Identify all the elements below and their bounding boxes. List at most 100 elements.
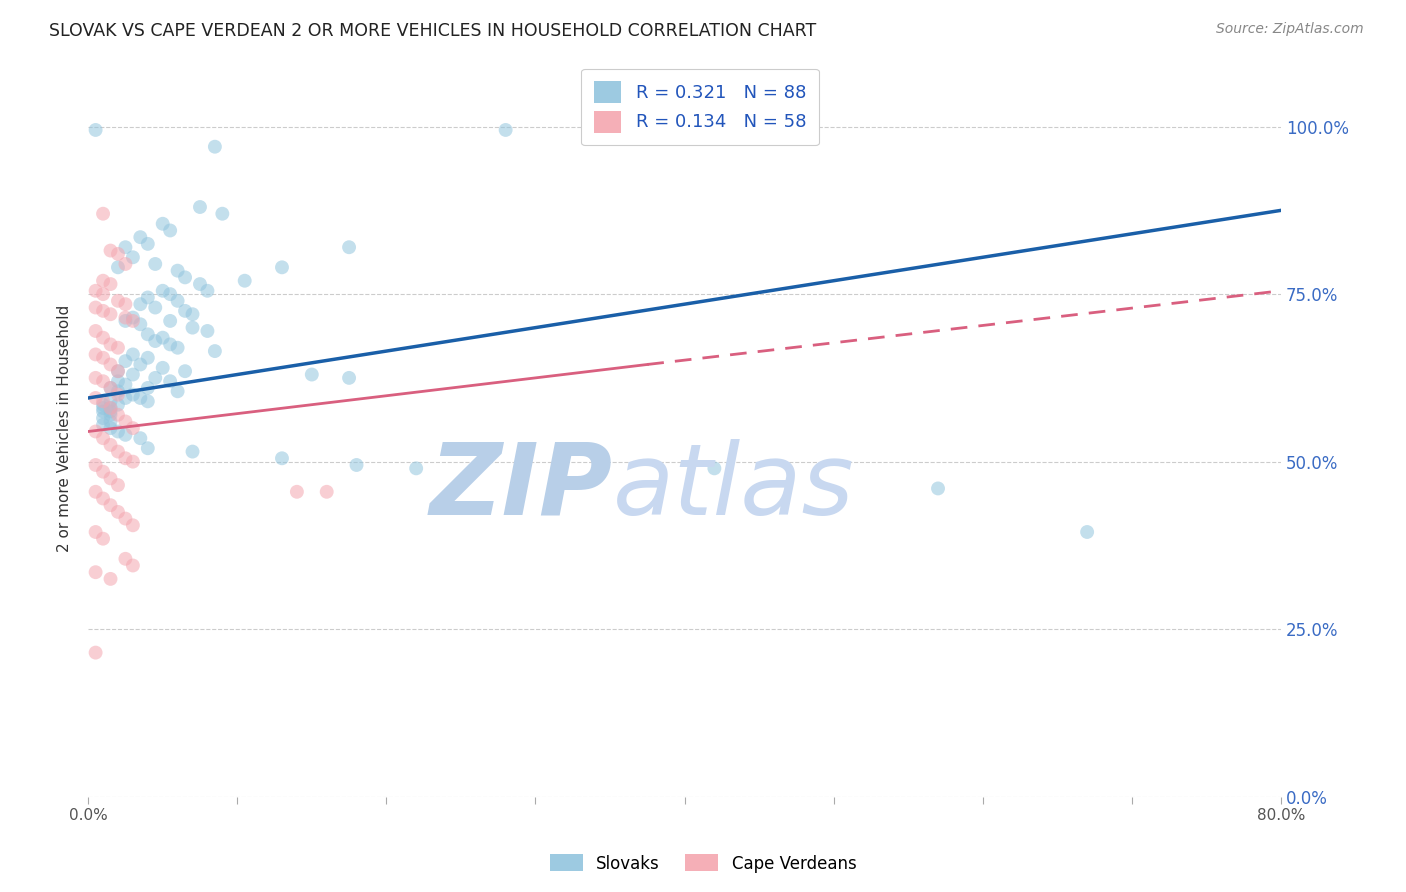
Point	[91, 491, 114, 506]
Point	[100, 572, 122, 586]
Text: Source: ZipAtlas.com: Source: ZipAtlas.com	[1216, 22, 1364, 37]
Point	[143, 334, 166, 348]
Point	[129, 318, 152, 332]
Point	[136, 327, 159, 342]
Point	[100, 408, 122, 422]
Point	[181, 307, 204, 321]
Point	[122, 250, 145, 264]
Point	[114, 391, 136, 405]
Point	[703, 461, 725, 475]
Point	[197, 284, 219, 298]
Point	[114, 314, 136, 328]
Point	[114, 377, 136, 392]
Point	[122, 421, 145, 435]
Point	[114, 257, 136, 271]
Point	[107, 398, 129, 412]
Point	[152, 217, 174, 231]
Point	[114, 310, 136, 325]
Point	[100, 401, 122, 415]
Point	[271, 260, 294, 275]
Text: ZIP: ZIP	[430, 439, 613, 535]
Point	[84, 646, 107, 660]
Point	[136, 381, 159, 395]
Point	[100, 381, 122, 395]
Point	[91, 465, 114, 479]
Point	[129, 230, 152, 244]
Point	[129, 391, 152, 405]
Point	[143, 371, 166, 385]
Point	[166, 384, 188, 399]
Point	[91, 401, 114, 415]
Point	[495, 123, 517, 137]
Point	[107, 384, 129, 399]
Point	[84, 123, 107, 137]
Point	[107, 387, 129, 401]
Point	[188, 200, 211, 214]
Point	[152, 360, 174, 375]
Point	[84, 284, 107, 298]
Point	[84, 524, 107, 539]
Point	[122, 518, 145, 533]
Point	[100, 404, 122, 418]
Point	[159, 374, 181, 388]
Point	[174, 304, 197, 318]
Point	[346, 458, 368, 472]
Point	[114, 354, 136, 368]
Point	[129, 431, 152, 445]
Point	[174, 270, 197, 285]
Point	[107, 444, 129, 458]
Point	[204, 344, 226, 359]
Point	[91, 417, 114, 432]
Point	[204, 139, 226, 153]
Point	[122, 347, 145, 361]
Point	[91, 404, 114, 418]
Point	[100, 381, 122, 395]
Point	[136, 394, 159, 409]
Point	[159, 337, 181, 351]
Legend: R = 0.321   N = 88, R = 0.134   N = 58: R = 0.321 N = 88, R = 0.134 N = 58	[581, 69, 818, 145]
Point	[114, 240, 136, 254]
Point	[91, 394, 114, 409]
Point	[315, 484, 337, 499]
Point	[84, 324, 107, 338]
Point	[91, 331, 114, 345]
Point	[100, 414, 122, 428]
Point	[84, 371, 107, 385]
Point	[107, 247, 129, 261]
Point	[122, 387, 145, 401]
Point	[136, 351, 159, 365]
Point	[84, 425, 107, 439]
Text: SLOVAK VS CAPE VERDEAN 2 OR MORE VEHICLES IN HOUSEHOLD CORRELATION CHART: SLOVAK VS CAPE VERDEAN 2 OR MORE VEHICLE…	[49, 22, 817, 40]
Point	[337, 240, 360, 254]
Point	[152, 284, 174, 298]
Text: atlas: atlas	[613, 439, 855, 535]
Point	[91, 207, 114, 221]
Point	[107, 260, 129, 275]
Point	[285, 484, 308, 499]
Point	[337, 371, 360, 385]
Point	[107, 425, 129, 439]
Point	[114, 451, 136, 466]
Point	[122, 558, 145, 573]
Point	[84, 458, 107, 472]
Point	[107, 341, 129, 355]
Point	[100, 244, 122, 258]
Point	[91, 274, 114, 288]
Point	[271, 451, 294, 466]
Point	[84, 347, 107, 361]
Point	[114, 427, 136, 442]
Point	[143, 257, 166, 271]
Point	[152, 331, 174, 345]
Point	[107, 505, 129, 519]
Point	[91, 287, 114, 301]
Point	[100, 337, 122, 351]
Point	[122, 368, 145, 382]
Point	[129, 358, 152, 372]
Point	[122, 310, 145, 325]
Point	[114, 414, 136, 428]
Point	[100, 498, 122, 512]
Point	[122, 455, 145, 469]
Point	[143, 301, 166, 315]
Point	[91, 431, 114, 445]
Point	[100, 421, 122, 435]
